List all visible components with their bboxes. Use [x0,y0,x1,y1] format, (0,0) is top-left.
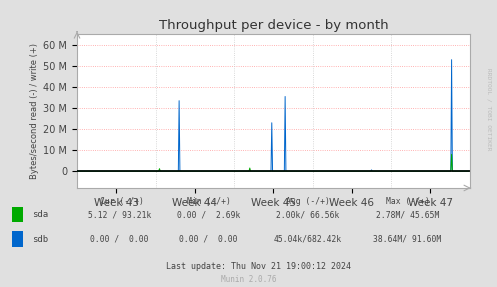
Text: Cur (-/+): Cur (-/+) [100,197,144,205]
Y-axis label: Bytes/second read (-) / write (+): Bytes/second read (-) / write (+) [30,43,39,179]
Title: Throughput per device - by month: Throughput per device - by month [159,19,388,32]
Text: 45.04k/682.42k: 45.04k/682.42k [274,234,342,244]
Text: sda: sda [32,210,48,219]
Text: Last update: Thu Nov 21 19:00:12 2024: Last update: Thu Nov 21 19:00:12 2024 [166,262,351,271]
Text: 5.12 / 93.21k: 5.12 / 93.21k [87,210,151,219]
Text: sdb: sdb [32,234,48,244]
Text: 0.00 /  0.00: 0.00 / 0.00 [179,234,238,244]
Text: Max (-/+): Max (-/+) [386,197,429,205]
Text: Munin 2.0.76: Munin 2.0.76 [221,275,276,284]
Text: Min (-/+): Min (-/+) [187,197,231,205]
Text: 2.78M/ 45.65M: 2.78M/ 45.65M [376,210,439,219]
Text: 2.00k/ 66.56k: 2.00k/ 66.56k [276,210,340,219]
Text: 0.00 /  0.00: 0.00 / 0.00 [90,234,149,244]
Text: Avg (-/+): Avg (-/+) [286,197,330,205]
Text: RRDTOOL / TOBI OETIKER: RRDTOOL / TOBI OETIKER [486,68,491,150]
Text: 0.00 /  2.69k: 0.00 / 2.69k [177,210,241,219]
Text: 38.64M/ 91.60M: 38.64M/ 91.60M [373,234,442,244]
